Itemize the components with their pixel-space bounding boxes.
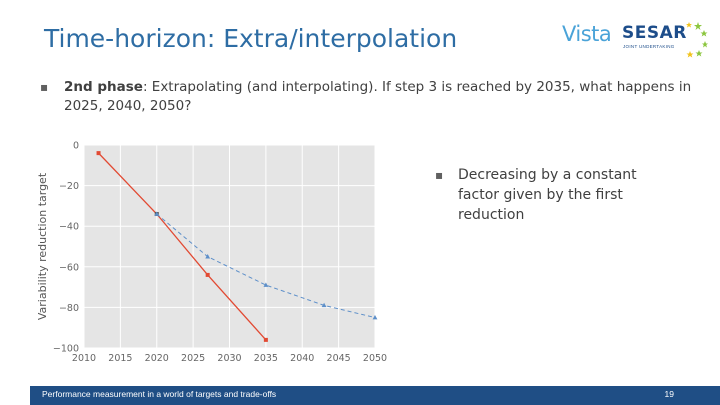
series-2-point [321,302,327,308]
y-tick-label: −80 [59,303,79,314]
series-1-line [98,152,267,341]
x-tick-label: 2045 [327,353,351,364]
x-tick-label: 2030 [217,353,241,364]
series-1-point [263,337,268,342]
footer-bar: Performance measurement in a world of ta… [30,386,720,405]
series-2-point [263,282,269,287]
x-tick-label: 2040 [290,353,314,364]
x-tick-label: 2025 [181,353,205,364]
logo-stars-icon [686,22,708,58]
x-tick-label: 2050 [363,353,387,364]
y-tick-label: −60 [59,262,79,273]
bullet-marker-icon: ▪ [40,80,49,94]
y-tick-label: −100 [53,344,79,355]
footer-text: Performance measurement in a world of ta… [42,389,277,399]
y-axis-label: Variability reduction target [36,172,49,320]
logo-subtitle: JOINT UNDERTAKING [623,44,675,49]
x-tick-label: 2020 [145,353,169,364]
phase-description: : Extrapolating (and interpolating). If … [64,79,692,114]
series-1-point [205,272,210,277]
side-bullet-marker-icon: ▪ [435,168,444,182]
main-bullet-text: 2nd phase: Extrapolating (and interpolat… [64,78,714,116]
logo-sesar-text: SESAR [622,23,687,43]
phase-label: 2nd phase [64,79,143,95]
slide-title: Time-horizon: Extra/interpolation [44,24,458,53]
vista-sesar-logo: Vista SESAR JOINT UNDERTAKING [560,18,710,58]
logo-vista-text: Vista [562,22,612,46]
x-tick-label: 2035 [254,353,278,364]
side-bullet-text: Decreasing by a constant factor given by… [458,167,637,223]
series-1-point [96,151,101,156]
series-2-point [205,254,211,259]
page-number: 19 [664,389,674,399]
series-2-line [156,213,376,319]
series-2-point [372,314,378,320]
variability-chart: 2010 2015 2020 2025 2030 2035 2040 2045 2050 0 −20… [36,141,387,365]
y-tick-label: 0 [73,141,79,152]
x-tick-label: 2015 [108,353,132,364]
series-2-point [154,211,160,216]
y-tick-label: −20 [59,181,79,192]
x-tick-label: 2010 [72,353,96,364]
y-tick-label: −40 [59,222,79,233]
